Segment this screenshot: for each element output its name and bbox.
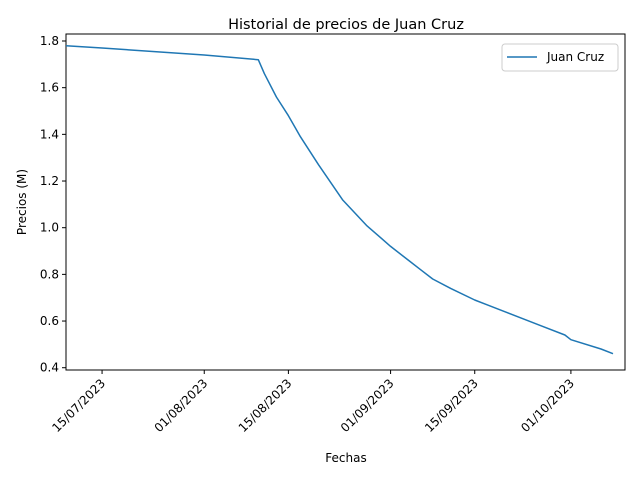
x-tick-label: 15/08/2023 — [236, 376, 295, 435]
series-layer — [65, 44, 614, 355]
y-tick-label: 1.4 — [40, 127, 59, 141]
legend-box — [501, 43, 619, 72]
legend-label: Juan Cruz — [546, 50, 604, 64]
y-tick-label: 1.0 — [40, 221, 59, 235]
y-tick-label: 0.4 — [40, 361, 59, 375]
x-axis-label: Fechas — [325, 451, 366, 465]
y-axis: 0.4 0.6 0.8 1.0 1.2 1.4 1.6 1.8 — [40, 34, 66, 375]
y-tick-label: 1.2 — [40, 174, 59, 188]
x-tick-label: 01/09/2023 — [338, 376, 397, 435]
y-tick-label: 1.6 — [40, 81, 59, 95]
x-tick-label: 15/07/2023 — [49, 376, 108, 435]
x-tick-label: 01/08/2023 — [152, 376, 211, 435]
legend: Juan Cruz — [501, 43, 619, 72]
y-axis-label: Precios (M) — [15, 169, 29, 235]
y-tick-label: 0.6 — [40, 314, 59, 328]
x-tick-label: 15/09/2023 — [422, 376, 481, 435]
chart-title: Historial de precios de Juan Cruz — [228, 17, 464, 33]
y-tick-label: 1.8 — [40, 34, 59, 48]
plot-area — [65, 33, 626, 371]
x-tick-label: 01/10/2023 — [518, 376, 577, 435]
y-tick-label: 0.8 — [40, 267, 59, 281]
x-axis: 15/07/2023 01/08/2023 15/08/2023 01/09/2023… — [49, 370, 577, 435]
series-line — [65, 44, 614, 355]
